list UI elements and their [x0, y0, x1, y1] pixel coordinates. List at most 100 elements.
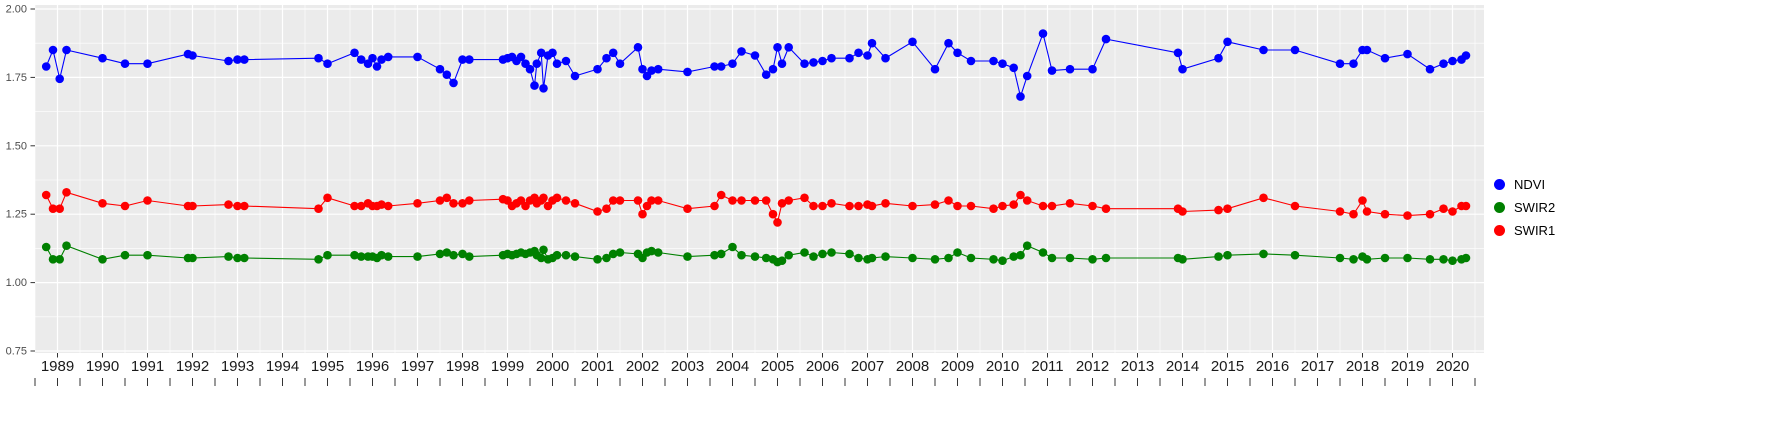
data-point-ndvi: [465, 55, 474, 64]
legend-swatch-ndvi-icon: [1494, 178, 1505, 190]
data-point-swir2: [908, 253, 917, 263]
data-point-ndvi: [653, 64, 663, 74]
data-point-swir1: [1403, 211, 1412, 220]
data-point-swir1: [356, 201, 366, 211]
data-point-swir2: [1065, 253, 1075, 263]
x-tick-label: 2005: [761, 358, 794, 375]
data-point-swir2: [615, 248, 625, 257]
data-point-swir1: [1065, 199, 1075, 208]
data-point-swir1: [1009, 200, 1018, 209]
data-point-ndvi: [323, 59, 332, 68]
data-point-swir2: [120, 250, 130, 260]
data-point-swir2: [377, 250, 386, 260]
data-point-ndvi: [120, 59, 130, 68]
x-tick-label: 1997: [401, 358, 434, 375]
data-point-ndvi: [62, 45, 71, 55]
data-point-swir2: [1088, 254, 1097, 264]
data-point-swir1: [827, 199, 836, 208]
data-point-ndvi: [458, 55, 467, 64]
data-point-ndvi: [608, 48, 618, 58]
data-point-ndvi: [1290, 45, 1300, 55]
data-point-swir2: [1259, 249, 1268, 259]
data-point-swir2: [1047, 253, 1057, 263]
data-point-ndvi: [615, 59, 625, 68]
data-point-swir2: [989, 254, 998, 264]
data-point-ndvi: [773, 43, 782, 52]
data-point-ndvi: [1259, 45, 1268, 55]
data-point-swir1: [1022, 196, 1032, 205]
data-point-ndvi: [930, 64, 940, 74]
data-point-ndvi: [638, 64, 647, 74]
data-point-swir1: [602, 204, 611, 213]
data-point-swir2: [716, 249, 726, 259]
data-point-ndvi: [561, 56, 571, 66]
data-point-ndvi: [548, 48, 557, 58]
data-point-ndvi: [881, 53, 890, 63]
data-point-swir2: [827, 248, 836, 257]
data-point-ndvi: [1214, 53, 1223, 63]
data-point-swir1: [1178, 207, 1187, 216]
data-point-swir1: [854, 201, 863, 211]
data-point-swir1: [1101, 204, 1111, 213]
data-point-swir2: [435, 249, 445, 259]
data-point-swir2: [1038, 248, 1048, 257]
data-point-swir1: [966, 201, 976, 211]
x-tick-label: 1996: [356, 358, 389, 375]
data-point-swir2: [710, 250, 719, 260]
data-point-swir1: [809, 201, 818, 211]
data-point-ndvi: [854, 48, 863, 58]
x-tick-label: 1994: [266, 358, 299, 375]
data-point-swir1: [633, 196, 643, 205]
data-point-swir2: [800, 248, 809, 257]
data-point-ndvi: [383, 52, 393, 62]
data-point-swir2: [536, 253, 546, 263]
data-point-swir1: [1214, 205, 1223, 215]
data-point-swir1: [615, 196, 625, 205]
data-point-ndvi: [1380, 53, 1390, 63]
x-tick-label: 2016: [1256, 358, 1289, 375]
series-points-ndvi: [41, 29, 1471, 101]
data-point-swir2: [998, 256, 1007, 266]
data-point-swir2: [784, 250, 793, 260]
data-point-swir1: [233, 201, 242, 211]
data-point-swir1: [41, 190, 51, 200]
data-point-ndvi: [944, 38, 953, 48]
data-point-ndvi: [350, 48, 359, 58]
data-point-ndvi: [1425, 64, 1435, 74]
legend-label-swir2: SWIR2: [1514, 199, 1556, 215]
legend-label-swir1: SWIR1: [1514, 222, 1556, 238]
data-point-swir2: [845, 249, 854, 259]
series-points-swir1: [41, 188, 1471, 227]
data-point-swir2: [356, 252, 366, 261]
data-point-swir2: [593, 254, 602, 264]
data-point-swir1: [737, 196, 746, 205]
data-point-swir2: [1214, 252, 1223, 261]
data-point-ndvi: [368, 53, 377, 63]
data-point-swir2: [314, 254, 323, 264]
data-point-swir1: [62, 188, 71, 197]
data-point-swir2: [413, 252, 422, 261]
data-point-swir1: [465, 196, 474, 205]
data-point-swir2: [750, 252, 760, 261]
x-tick-label: 2014: [1166, 358, 1199, 375]
data-point-ndvi: [570, 71, 580, 81]
data-point-ndvi: [953, 48, 962, 58]
data-point-swir2: [966, 253, 976, 263]
data-point-swir1: [710, 201, 719, 211]
legend-swatch-swir1-icon: [1494, 224, 1505, 236]
data-point-swir1: [383, 201, 393, 211]
data-point-swir2: [1425, 254, 1435, 264]
data-point-swir1: [55, 204, 64, 213]
data-point-ndvi: [966, 56, 976, 66]
data-point-swir2: [442, 248, 452, 257]
data-point-swir1: [1448, 207, 1457, 216]
data-point-ndvi: [710, 62, 719, 71]
data-point-swir1: [750, 196, 760, 205]
data-point-ndvi: [1016, 92, 1025, 101]
data-point-swir1: [120, 201, 130, 211]
x-tick-label: 2008: [896, 358, 929, 375]
data-point-ndvi: [449, 78, 458, 88]
x-tick-label: 2002: [626, 358, 659, 375]
data-point-ndvi: [1088, 64, 1097, 74]
